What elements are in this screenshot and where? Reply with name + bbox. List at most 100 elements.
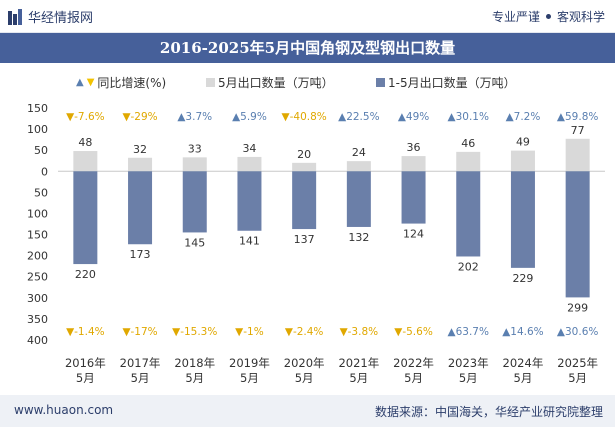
- monthly-bar: [237, 156, 262, 172]
- monthly-growth-label: ▼-40.8%: [282, 111, 327, 123]
- logo-icon: [8, 8, 22, 25]
- monthly-growth-label: ▲30.1%: [448, 111, 489, 123]
- monthly-growth-label: ▲49%: [398, 111, 429, 123]
- brand-name: 华经情报网: [28, 11, 94, 26]
- brand[interactable]: 华经情报网: [8, 7, 93, 26]
- top-bar: 华经情报网 专业严谨 客观科学: [0, 0, 615, 33]
- legend-monthly-label: 5月出口数量（万吨）: [218, 76, 334, 90]
- monthly-value-label: 24: [352, 146, 366, 159]
- up-triangle-icon: ▲: [76, 77, 84, 88]
- monthly-bar: [128, 157, 153, 172]
- monthly-bar: [346, 161, 371, 172]
- cumulative-value-label: 299: [567, 301, 588, 314]
- legend-monthly: 5月出口数量（万吨）: [206, 74, 334, 91]
- monthly-growth-label: ▲59.8%: [557, 111, 598, 123]
- x-tick-label: 5月: [76, 371, 95, 385]
- monthly-bar: [73, 151, 98, 172]
- y-tick-label: 300: [27, 292, 48, 305]
- slogan: 专业严谨 客观科学: [492, 8, 605, 25]
- x-tick-label: 5月: [295, 371, 314, 385]
- cumulative-growth-label: ▲63.7%: [448, 326, 489, 338]
- footer: www.huaon.com 数据来源：中国海关，华经产业研究院整理: [0, 395, 615, 427]
- monthly-growth-label: ▲7.2%: [506, 111, 541, 123]
- y-tick-label: 50: [34, 144, 48, 157]
- monthly-growth-label: ▲5.9%: [232, 111, 267, 123]
- cumulative-growth-label: ▼-15.3%: [172, 326, 217, 338]
- y-tick-label: 50: [34, 186, 48, 199]
- cumulative-bar: [73, 171, 98, 265]
- cumulative-growth-label: ▼-1%: [235, 326, 264, 338]
- y-tick-label: 100: [27, 207, 48, 220]
- chart-area: 150 100 50 0 50 100 150 200 250 300 350 400 48 220 ▼-7…: [27, 102, 605, 385]
- footer-url[interactable]: www.huaon.com: [14, 403, 114, 417]
- cumulative-value-label: 132: [348, 231, 369, 244]
- y-tick-label: 150: [27, 229, 48, 242]
- x-tick-label: 2017年: [120, 356, 161, 370]
- monthly-value-label: 33: [188, 142, 202, 155]
- cumulative-growth-label: ▼-1.4%: [66, 326, 105, 338]
- cumulative-value-label: 173: [130, 248, 151, 261]
- y-tick-label: 400: [27, 334, 48, 347]
- cumulative-growth-label: ▼-2.4%: [285, 326, 324, 338]
- cumulative-growth-label: ▲30.6%: [557, 326, 598, 338]
- y-tick-label: 0: [41, 165, 48, 178]
- legend-growth-label: 同比增速(%): [97, 76, 167, 90]
- monthly-growth-label: ▲22.5%: [338, 111, 379, 123]
- monthly-bar: [182, 157, 207, 172]
- monthly-value-label: 20: [297, 148, 311, 161]
- monthly-value-label: 34: [242, 142, 256, 155]
- cumulative-value-label: 137: [294, 233, 315, 246]
- monthly-value-label: 36: [407, 141, 421, 154]
- monthly-bar: [510, 150, 535, 172]
- monthly-value-label: 77: [571, 124, 585, 137]
- x-tick-label: 5月: [514, 371, 533, 385]
- cumulative-bar: [237, 171, 262, 231]
- footer-source: 数据来源：中国海关，华经产业研究院整理: [374, 405, 603, 419]
- monthly-value-label: 48: [78, 136, 92, 149]
- x-tick-label: 2025年: [557, 356, 598, 370]
- down-triangle-icon: ▼: [86, 77, 95, 88]
- cumulative-bar: [565, 171, 590, 298]
- slogan-left: 专业严谨: [491, 10, 540, 24]
- cumulative-value-label: 145: [184, 236, 205, 249]
- cumulative-value-label: 229: [512, 272, 533, 285]
- cumulative-growth-label: ▼-3.8%: [340, 326, 379, 338]
- x-tick-label: 2016年: [65, 356, 106, 370]
- dot-icon: [545, 14, 551, 19]
- cumulative-value-label: 141: [239, 235, 260, 248]
- chart-title: 2016-2025年5月中国角钢及型钢出口数量: [0, 33, 615, 63]
- cumulative-bar: [456, 171, 481, 257]
- monthly-value-label: 49: [516, 136, 530, 149]
- x-tick-label: 5月: [404, 371, 423, 385]
- legend-cumulative: 1-5月出口数量（万吨）: [376, 74, 516, 91]
- legend: ▲ ▼ 同比增速(%) 5月出口数量（万吨） 1-5月出口数量（万吨）: [0, 72, 615, 92]
- x-tick-label: 5月: [240, 371, 259, 385]
- x-tick-label: 5月: [349, 371, 368, 385]
- monthly-bar: [292, 162, 317, 172]
- cumulative-bar: [128, 171, 153, 245]
- y-tick-label: 250: [27, 271, 48, 284]
- x-tick-label: 5月: [459, 371, 478, 385]
- monthly-value-label: 32: [133, 143, 147, 156]
- monthly-bar: [456, 151, 481, 172]
- monthly-growth-label: ▼-7.6%: [66, 111, 105, 123]
- x-tick-label: 5月: [185, 371, 204, 385]
- monthly-bar: [565, 138, 590, 172]
- cumulative-value-label: 124: [403, 228, 424, 241]
- legend-monthly-swatch: [206, 78, 215, 87]
- y-tick-label: 350: [27, 313, 48, 326]
- x-tick-label: 2023年: [448, 356, 489, 370]
- cumulative-value-label: 202: [458, 260, 479, 273]
- cumulative-bar: [346, 171, 371, 227]
- x-tick-label: 2022年: [393, 356, 434, 370]
- y-tick-label: 150: [27, 102, 48, 115]
- cumulative-bar: [182, 171, 207, 233]
- x-tick-label: 5月: [131, 371, 150, 385]
- x-tick-label: 2021年: [338, 356, 379, 370]
- cumulative-bar: [510, 171, 535, 268]
- cumulative-bar: [401, 171, 426, 224]
- x-tick-label: 2020年: [284, 356, 325, 370]
- x-tick-label: 2024年: [503, 356, 544, 370]
- y-tick-label: 100: [27, 123, 48, 136]
- monthly-growth-label: ▼-29%: [122, 111, 157, 123]
